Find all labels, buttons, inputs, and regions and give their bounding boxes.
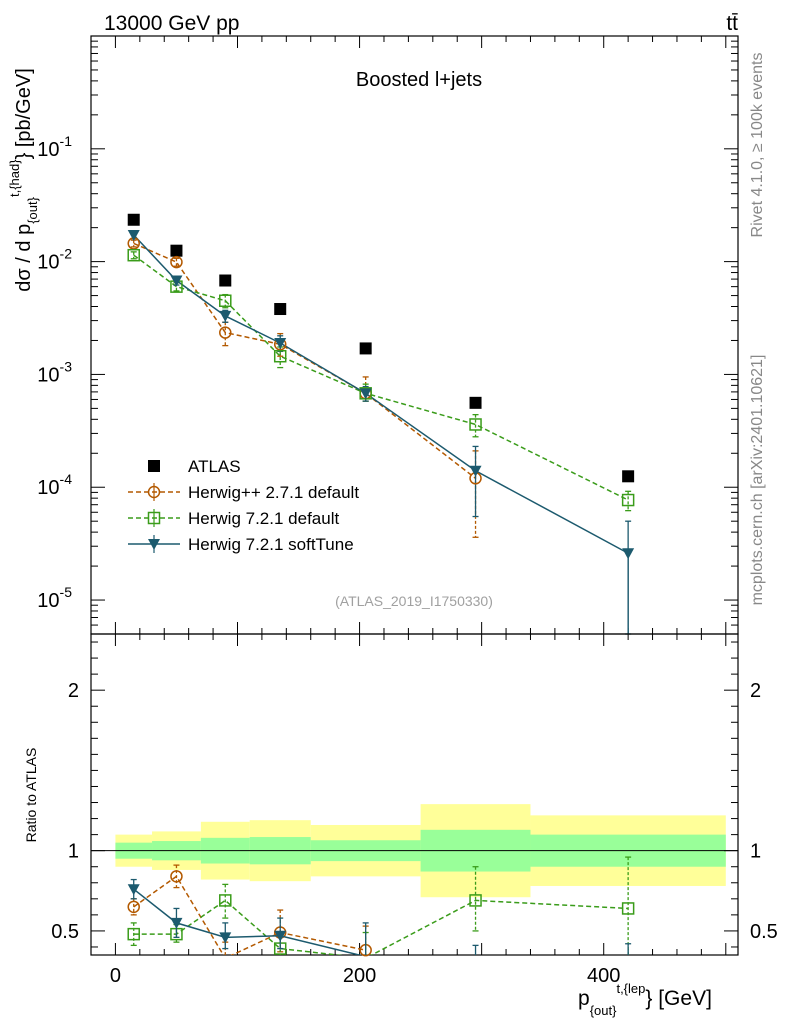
ratio-y-tick-label-left: 1 [68,841,79,863]
mcplots-label: mcplots.cern.ch [arXiv:2401.10621] [749,355,766,606]
main-point-herwig-7-2-1-softtune [274,337,287,349]
x-axis-label: p{out}t,{lep} [GeV] [578,981,712,1018]
main-point-herwig-7-2-1-softtune [127,230,140,242]
legend-marker [148,460,160,472]
x-tick-label: 0 [110,965,121,987]
legend-marker [147,485,161,499]
main-point-herwig-7-2-1-softtune [359,388,372,400]
x-tick-label: 400 [587,965,620,987]
legend-label: Herwig++ 2.7.1 default [188,483,359,502]
legend-label: Herwig 7.2.1 softTune [188,535,354,554]
main-point-herwig-7-2-1-default [469,418,482,431]
ratio-point-herwig-7-2-1-default [621,902,635,915]
main-point-herwig-7-2-1-default [621,493,635,507]
legend-marker [147,511,161,525]
ratio-y-tick-label-left: 0.5 [51,921,79,943]
main-y-tick-label: 10-4 [37,471,72,499]
main-y-axis-label: dσ / d p{out}t,{had}} [pb/GeV] [7,68,40,292]
main-line-herwig-2-7-1-default [133,242,476,479]
main-point-herwig-7-2-1-default [219,294,232,307]
energy-label: 13000 GeV pp [104,12,239,35]
main-y-tick-label: 10-2 [37,246,72,274]
rivet-label: Rivet 4.1.0, ≥ 100k events [749,53,766,238]
ratio-point-herwig-2-7-1-default [170,870,183,883]
ratio-line-herwig-7-2-1-softtune [133,888,363,955]
main-point-atlas [127,213,140,226]
y-sup-had: t,{had} [7,159,22,197]
main-point-herwig-2-7-1-default [170,255,183,269]
ratio-point-herwig-7-2-1-default [469,894,482,907]
main-y-tick-label: 10-3 [37,358,72,386]
process-label: tt̄ [726,12,738,35]
ratio-point-herwig-7-2-1-softtune [274,930,287,942]
legend-label: ATLAS [188,457,241,476]
ratio-frame [90,633,739,956]
main-point-herwig-2-7-1-default [219,326,232,339]
ratio-point-herwig-7-2-1-softtune [170,917,183,929]
ratio-y-tick-label-left: 2 [68,680,79,702]
main-point-herwig-7-2-1-softtune [219,310,232,322]
ratio-y-tick-label-right: 1 [750,841,761,863]
x-tick-label: 200 [343,965,376,987]
ratio-point-herwig-7-2-1-default [219,894,232,907]
legend-label: Herwig 7.2.1 default [188,509,339,528]
main-point-atlas [219,274,232,287]
analysis-id: (ATLAS_2019_I1750330) [335,593,493,609]
ratio-point-herwig-7-2-1-default [127,927,140,941]
ratio-line-herwig-2-7-1-default [133,875,366,955]
main-point-herwig-7-2-1-softtune [469,465,482,477]
main-y-tick-label: 10-1 [37,133,72,161]
main-point-atlas [622,470,635,483]
ratio-y-tick-label-right: 0.5 [750,921,778,943]
ratio-y-tick-label-right: 2 [750,680,761,702]
legend-marker [148,539,160,550]
main-y-tick-label: 10-5 [37,584,72,612]
y-sub-out: {out} [25,196,40,223]
main-point-atlas [274,303,287,316]
main-point-atlas [170,244,183,257]
main-line-herwig-7-2-1-softtune [133,234,629,554]
main-point-atlas [359,342,372,355]
ratio-point-herwig-7-2-1-softtune [127,884,140,896]
main-point-herwig-7-2-1-softtune [622,548,635,560]
main-point-herwig-7-2-1-softtune [170,275,183,287]
main-point-herwig-7-2-1-default [127,248,140,262]
main-point-atlas [469,396,482,409]
ratio-point-herwig-2-7-1-default [127,900,140,914]
main-point-herwig-7-2-1-default [273,349,287,363]
ratio-y-axis-label: Ratio to ATLAS [23,748,39,843]
ratio-point-herwig-7-2-1-softtune [219,932,232,944]
panel-title: Boosted l+jets [356,69,482,91]
